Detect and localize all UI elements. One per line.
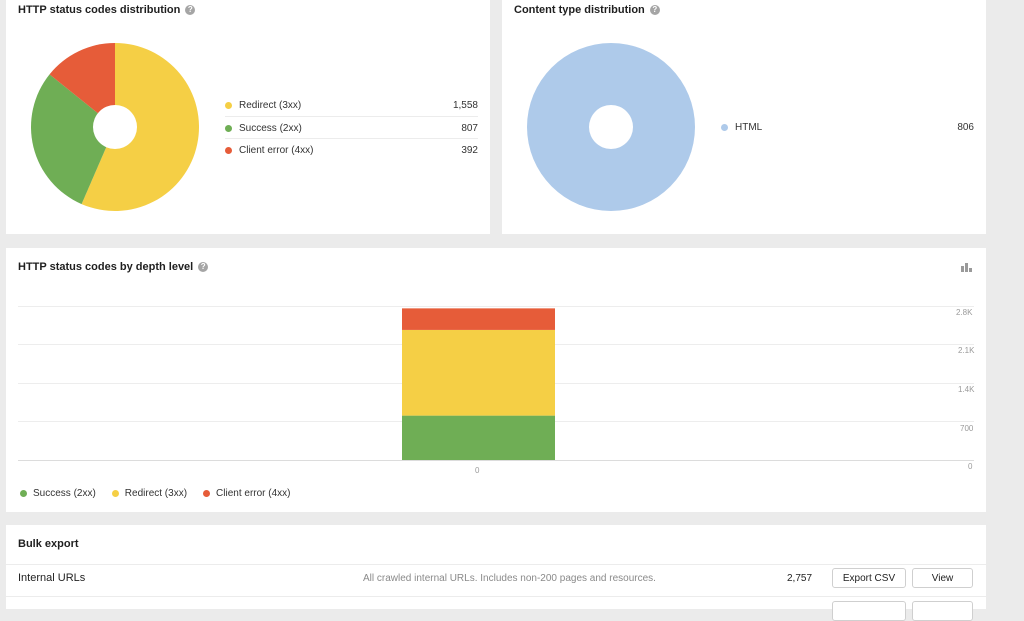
export-csv-button[interactable] [832,601,906,621]
legend-dot [225,146,232,154]
pie-slice[interactable] [31,74,115,205]
y-tick-label: 1.4K [958,385,975,394]
depth-level-card: HTTP status codes by depth level ? [6,248,986,512]
gridline [18,383,974,384]
legend-item-client-error: Client error (4xx) 392 [225,138,478,161]
legend-label: Success (2xx) [33,488,96,499]
gridline [18,344,974,345]
card-title: Content type distribution [514,4,645,16]
legend-dot [721,123,728,131]
gridline [18,421,974,422]
legend-label: Client error (4xx) [216,488,291,499]
http-status-pie-chart [31,43,199,211]
pie-center-hole [93,105,137,149]
http-status-card: HTTP status codes distribution ? Redirec… [6,0,490,234]
pie-center-hole [589,105,633,149]
gridline [18,306,974,307]
legend-item-html: HTML 806 [721,116,974,138]
y-tick-label: 700 [960,424,974,433]
content-type-title-row: Content type distribution ? [514,4,660,16]
help-icon[interactable]: ? [185,5,196,15]
row-description: All crawled internal URLs. Includes non-… [363,573,656,584]
legend-label: Redirect (3xx) [239,99,302,111]
row-count: 2,757 [787,573,813,584]
legend-value: 1,558 [452,99,478,111]
depth-title-row: HTTP status codes by depth level ? [18,261,209,273]
y-tick-label: 2.8K [956,308,973,317]
gridline-baseline [18,460,974,461]
legend-label: HTML [735,121,763,133]
y-tick-label: 2.1K [958,346,975,355]
pie-slice[interactable] [81,43,199,211]
legend-label: Client error (4xx) [239,144,314,156]
divider [6,564,986,565]
legend-dot [203,490,211,497]
card-title: HTTP status codes by depth level [18,261,194,273]
legend-value: 806 [957,121,974,133]
export-csv-button[interactable]: Export CSV [832,568,906,588]
row-name: Internal URLs [18,572,86,584]
card-title: HTTP status codes distribution [18,4,181,16]
legend-label: Success (2xx) [239,122,302,134]
legend-dot [20,490,27,497]
y-tick-label: 0 [968,462,973,471]
legend-dot [111,490,119,497]
view-button[interactable] [912,601,973,621]
http-status-title-row: HTTP status codes distribution ? [18,4,196,16]
legend-label: Redirect (3xx) [124,488,188,499]
bulk-export-card: Bulk export [6,525,986,609]
legend-value: 392 [461,144,478,156]
legend-value: 807 [461,122,478,134]
legend-item-redirect: Redirect (3xx) 1,558 [225,94,478,116]
content-type-card: Content type distribution ? HTML 806 [502,0,986,234]
content-type-pie-chart [527,43,695,211]
bar-chart-icon[interactable] [961,262,973,272]
pie-slice[interactable] [49,43,115,127]
x-tick-label: 0 [475,466,480,475]
help-icon[interactable]: ? [649,5,660,15]
divider [6,596,986,597]
depth-legend: Success (2xx) Redirect (3xx) Client erro… [20,488,291,499]
legend-dot [225,101,232,109]
legend-item-success: Success (2xx) 807 [225,116,478,139]
legend-dot [225,124,232,132]
bulk-export-title: Bulk export [18,538,79,550]
help-icon[interactable]: ? [198,262,209,272]
view-button[interactable]: View [912,568,973,588]
